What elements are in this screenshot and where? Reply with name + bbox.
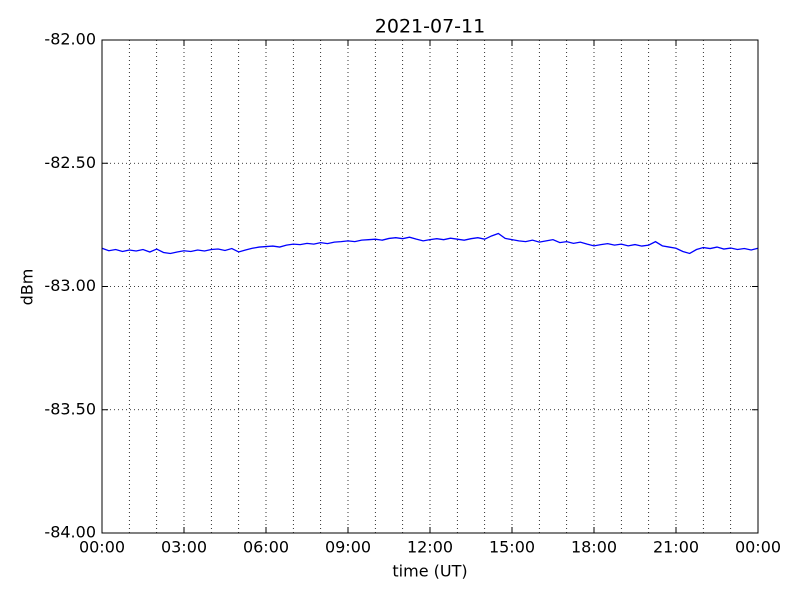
x-tick-label: 09:00 (325, 538, 371, 557)
y-tick-label: -84.00 (44, 523, 96, 542)
y-axis-label: dBm (18, 269, 37, 306)
x-tick-label: 06:00 (243, 538, 289, 557)
y-tick-label: -82.50 (44, 153, 96, 172)
y-tick-label: -83.00 (44, 276, 96, 295)
x-axis-label: time (UT) (392, 562, 467, 581)
y-tick-label: -82.00 (44, 30, 96, 49)
x-tick-label: 00:00 (79, 538, 125, 557)
x-tick-label: 00:00 (735, 538, 781, 557)
x-tick-label: 12:00 (407, 538, 453, 557)
x-tick-label: 03:00 (161, 538, 207, 557)
plot-frame (101, 39, 759, 534)
data-line (101, 232, 759, 255)
x-tick-label: 21:00 (653, 538, 699, 557)
chart-title: 2021-07-11 (375, 16, 485, 38)
x-tick-label: 15:00 (489, 538, 535, 557)
y-tick-label: -83.50 (44, 399, 96, 418)
x-tick-label: 18:00 (571, 538, 617, 557)
